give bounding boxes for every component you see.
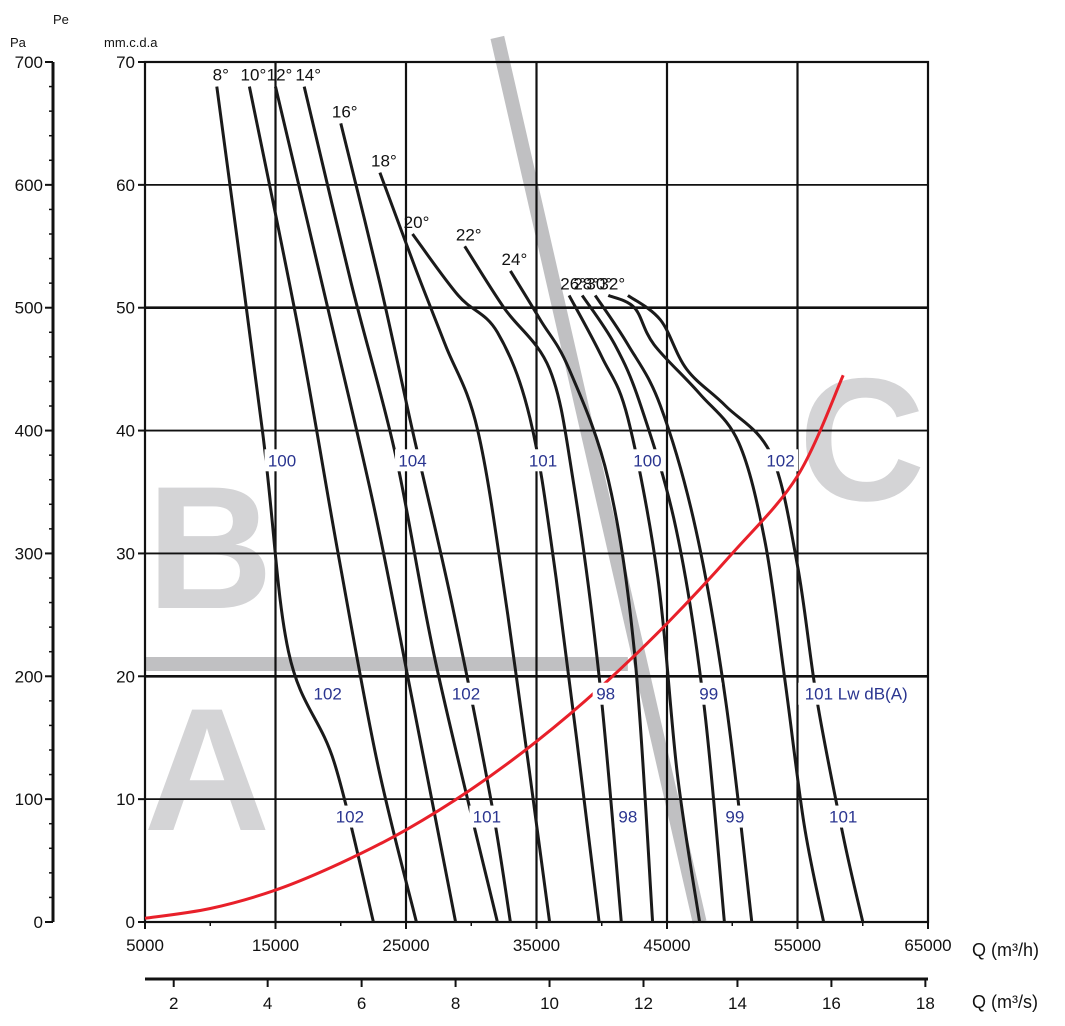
zone-label-c: C [799, 343, 925, 538]
curve-label: 30° [586, 274, 612, 293]
curve-18deg [378, 172, 552, 923]
q-m3h-tick-label: 65000 [904, 936, 951, 955]
noise-label: 99 [725, 808, 744, 827]
curve-label: 12° [267, 66, 293, 85]
noise-label-bg [310, 682, 346, 705]
curve-label: 16° [332, 102, 358, 121]
curve-label: 28° [573, 274, 599, 293]
curve-8deg [215, 86, 375, 923]
pa-tick-label: 200 [15, 667, 43, 686]
curve-label: 22° [456, 225, 482, 244]
q-m3s-tick-label: 16 [822, 994, 841, 1013]
pa-tick-label: 700 [15, 53, 43, 72]
noise-label: 102 [314, 685, 342, 704]
q-m3h-tick-label: 15000 [252, 936, 299, 955]
mmcda-tick-label: 50 [116, 299, 135, 318]
curve-24deg [509, 270, 655, 923]
noise-label: 101 [829, 808, 857, 827]
pa-tick-label: 100 [15, 790, 43, 809]
mmcda-tick-label: 30 [116, 544, 135, 563]
noise-label-bg [264, 449, 300, 472]
noise-label: 104 [398, 451, 426, 470]
zone-label-b: B [147, 451, 273, 646]
q-m3s-tick-label: 14 [728, 994, 747, 1013]
q-m3h-tick-label: 45000 [643, 936, 690, 955]
curve-label: 26° [560, 274, 586, 293]
noise-label-bg [469, 805, 505, 828]
mmcda-tick-label: 60 [116, 176, 135, 195]
noise-label-bg [798, 682, 915, 705]
q-m3s-tick-label: 6 [357, 994, 366, 1013]
q-m3s-tick-label: 18 [916, 994, 935, 1013]
noise-label-bg [332, 805, 368, 828]
noise-label: 101 Lw dB(A) [805, 685, 908, 704]
noise-label: 98 [596, 685, 615, 704]
q-m3s-axis-label: Q (m³/s) [972, 992, 1038, 1012]
q-m3s-tick-label: 10 [540, 994, 559, 1013]
pa-tick-label: 500 [15, 299, 43, 318]
curve-20deg [411, 233, 601, 923]
curve-16deg [339, 123, 512, 923]
zone-label-a: A [144, 673, 270, 868]
noise-label-bg [448, 682, 484, 705]
curve-label: 10° [241, 66, 267, 85]
system-curve [144, 374, 845, 920]
noise-label-bg [525, 449, 561, 472]
q-m3s-tick-label: 2 [169, 994, 178, 1013]
curve-label: 32° [599, 274, 625, 293]
q-m3s-tick-label: 4 [263, 994, 272, 1013]
q-m3h-tick-label: 5000 [126, 936, 164, 955]
mmcda-axis-label: mm.c.d.a [104, 35, 158, 50]
mmcda-tick-label: 20 [116, 667, 135, 686]
noise-label-bg [695, 682, 722, 705]
operating-limit-band [490, 35, 707, 924]
noise-label-bg [614, 805, 641, 828]
q-m3h-tick-label: 25000 [382, 936, 429, 955]
curve-32deg [607, 294, 826, 923]
noise-label: 98 [618, 808, 637, 827]
pa-tick-label: 0 [34, 913, 43, 932]
pa-tick-label: 300 [15, 544, 43, 563]
q-m3s-tick-label: 8 [451, 994, 460, 1013]
noise-label: 102 [336, 808, 364, 827]
noise-label-bg [825, 805, 861, 828]
mmcda-tick-label: 0 [126, 913, 135, 932]
mmcda-tick-label: 70 [116, 53, 135, 72]
curve-22deg [463, 245, 623, 923]
pa-tick-label: 400 [15, 422, 43, 441]
curve-label: 18° [371, 152, 397, 171]
noise-label-bg [395, 449, 431, 472]
noise-label: 101 [529, 451, 557, 470]
q-m3h-axis-label: Q (m³/h) [972, 940, 1039, 960]
q-m3h-tick-label: 35000 [513, 936, 560, 955]
noise-label: 100 [633, 451, 661, 470]
noise-label: 101 [473, 808, 501, 827]
curve-14deg [302, 86, 499, 923]
pa-tick-label: 600 [15, 176, 43, 195]
noise-label-bg [592, 682, 619, 705]
noise-label: 102 [452, 685, 480, 704]
curve-30deg [593, 294, 754, 923]
curve-28deg [580, 294, 726, 923]
noise-label-bg [763, 449, 799, 472]
q-m3h-tick-label: 55000 [774, 936, 821, 955]
noise-label-bg [721, 805, 748, 828]
noise-label: 99 [699, 685, 718, 704]
curve-label: 14° [295, 66, 321, 85]
pe-axis-label: Pe [53, 12, 69, 27]
curve-label: 8° [213, 66, 229, 85]
mmcda-tick-label: 40 [116, 422, 135, 441]
curve-26deg [567, 294, 702, 923]
noise-label: 100 [268, 451, 296, 470]
curve-label: 24° [502, 250, 528, 269]
noise-label: 102 [766, 451, 794, 470]
curve-label: 20° [404, 213, 430, 232]
curve-10deg [247, 86, 418, 923]
curve-12deg [274, 86, 458, 923]
q-m3s-tick-label: 12 [634, 994, 653, 1013]
noise-label-bg [629, 449, 665, 472]
pa-axis-label: Pa [10, 35, 27, 50]
mmcda-tick-label: 10 [116, 790, 135, 809]
